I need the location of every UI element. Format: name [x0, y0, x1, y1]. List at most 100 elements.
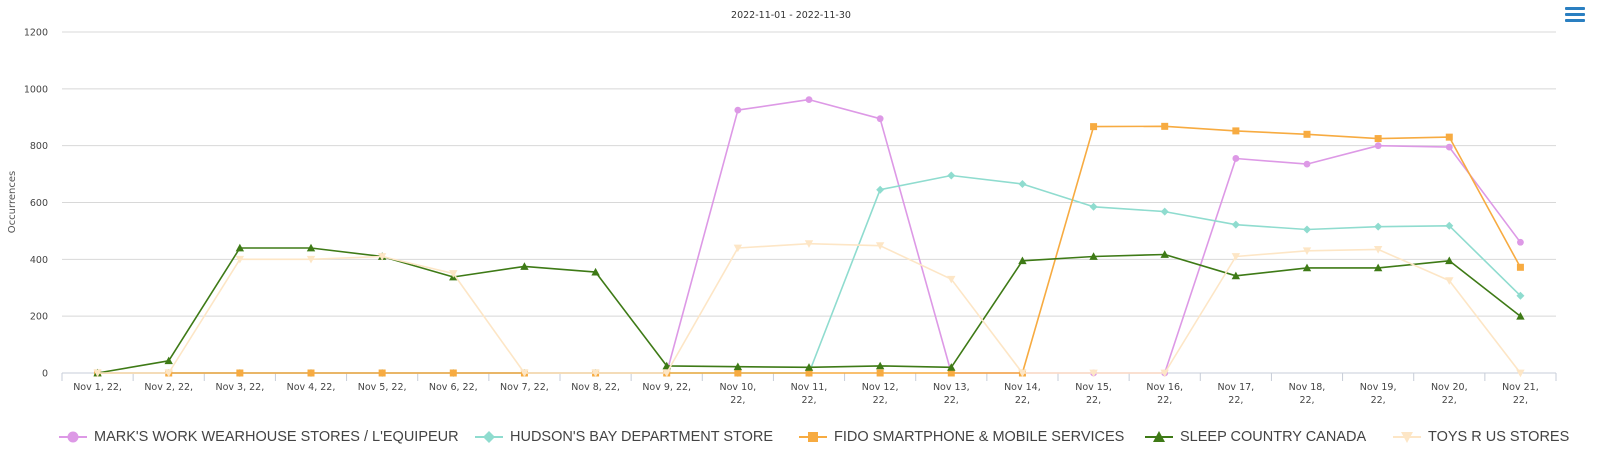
legend-symbol-icon	[1145, 431, 1173, 442]
data-point[interactable]	[1445, 133, 1453, 141]
legend-marker	[67, 431, 79, 443]
data-point[interactable]	[1160, 207, 1169, 216]
x-tick-label-line: 22,	[1371, 395, 1386, 406]
data-point[interactable]	[164, 369, 173, 378]
data-point[interactable]	[1302, 263, 1312, 272]
data-point[interactable]	[306, 255, 316, 264]
x-tick-label-line: Nov 13,	[933, 382, 970, 393]
data-point[interactable]	[1373, 263, 1383, 272]
data-point[interactable]	[947, 363, 956, 371]
x-tick-label-line: 22,	[1086, 395, 1101, 406]
legend-item[interactable]: TOYS R US STORES	[1392, 424, 1569, 450]
legend-item[interactable]: HUDSON'S BAY DEPARTMENT STORE	[474, 424, 773, 450]
y-tick-label: 400	[30, 255, 48, 266]
legend-item[interactable]: FIDO SMARTPHONE & MOBILE SERVICES	[798, 424, 1124, 450]
x-tick-label: Nov 11, 22,	[791, 382, 828, 406]
data-point[interactable]	[805, 369, 813, 377]
data-point[interactable]	[306, 243, 316, 252]
x-tick-label-line: 22,	[730, 395, 745, 406]
data-point[interactable]	[164, 356, 173, 365]
data-point[interactable]	[1232, 127, 1240, 135]
data-point[interactable]	[875, 242, 885, 250]
data-point[interactable]	[235, 243, 245, 252]
x-tick-label: Nov 2, 22,	[144, 382, 193, 393]
data-point[interactable]	[449, 369, 457, 377]
x-tick-label-line: 22,	[1228, 395, 1243, 406]
y-tick-label: 0	[42, 369, 48, 380]
data-point[interactable]	[1231, 220, 1240, 229]
data-point[interactable]	[662, 361, 671, 370]
data-point[interactable]	[1445, 277, 1454, 285]
data-point[interactable]	[1160, 250, 1169, 258]
data-point[interactable]	[1089, 369, 1098, 378]
data-point[interactable]	[1516, 263, 1524, 271]
data-point[interactable]	[1302, 247, 1312, 256]
data-point[interactable]	[1516, 291, 1525, 300]
data-point[interactable]	[1231, 271, 1241, 280]
data-point[interactable]	[1090, 123, 1098, 131]
data-point[interactable]	[1516, 369, 1525, 378]
x-tick-label-line: Nov 12,	[862, 382, 899, 393]
data-point[interactable]	[662, 369, 671, 378]
data-point[interactable]	[520, 369, 529, 378]
x-tick-label: Nov 1, 22,	[73, 382, 122, 393]
data-point[interactable]	[1303, 130, 1311, 138]
data-point[interactable]	[734, 106, 742, 114]
x-tick-label-line: Nov 2, 22,	[144, 382, 193, 393]
data-point[interactable]	[1018, 369, 1027, 378]
data-point[interactable]	[235, 255, 245, 264]
y-tick-label: 800	[30, 141, 48, 152]
x-tick-label-line: Nov 7, 22,	[500, 382, 549, 393]
data-point[interactable]	[1516, 311, 1525, 320]
data-point[interactable]	[1517, 238, 1524, 246]
data-point[interactable]	[591, 267, 600, 276]
data-point[interactable]	[1018, 256, 1027, 265]
data-point[interactable]	[1445, 143, 1453, 151]
data-point[interactable]	[876, 115, 884, 123]
data-point[interactable]	[734, 369, 742, 377]
legend-item[interactable]: MARK'S WORK WEARHOUSE STORES / L'EQUIPEU…	[58, 424, 459, 450]
data-point[interactable]	[876, 185, 885, 194]
data-point[interactable]	[1445, 221, 1454, 230]
data-point[interactable]	[733, 362, 743, 371]
data-point[interactable]	[876, 369, 884, 377]
data-point[interactable]	[875, 361, 885, 370]
data-point[interactable]	[1089, 252, 1098, 260]
data-point[interactable]	[520, 262, 529, 270]
data-point[interactable]	[1231, 253, 1241, 261]
data-point[interactable]	[1089, 202, 1098, 211]
data-point[interactable]	[1374, 135, 1382, 143]
data-point[interactable]	[1373, 245, 1383, 254]
data-point[interactable]	[307, 369, 315, 377]
data-point[interactable]	[805, 96, 813, 104]
data-point[interactable]	[1160, 369, 1169, 378]
data-point[interactable]	[1232, 155, 1240, 162]
data-point[interactable]	[378, 369, 386, 377]
data-point[interactable]	[1018, 180, 1027, 189]
data-point[interactable]	[449, 270, 458, 278]
data-point[interactable]	[1445, 256, 1454, 265]
data-point[interactable]	[947, 369, 955, 377]
x-tick-label: Nov 16, 22,	[1146, 382, 1183, 406]
data-point[interactable]	[591, 369, 600, 378]
data-point[interactable]	[804, 240, 814, 248]
data-point[interactable]	[236, 369, 244, 377]
data-point[interactable]	[1303, 160, 1311, 168]
data-point[interactable]	[804, 363, 814, 371]
hamburger-menu-icon[interactable]	[1565, 7, 1585, 25]
x-tick-label: Nov 7, 22,	[500, 382, 549, 393]
x-tick-label-line: Nov 5, 22,	[358, 382, 407, 393]
data-point[interactable]	[1374, 222, 1383, 231]
data-point[interactable]	[733, 244, 743, 253]
x-tick-label: Nov 17, 22,	[1218, 382, 1255, 406]
x-tick-label-line: Nov 18,	[1289, 382, 1326, 393]
data-point[interactable]	[1374, 142, 1382, 150]
data-point[interactable]	[947, 171, 956, 180]
data-point[interactable]	[377, 253, 387, 261]
data-point[interactable]	[93, 369, 102, 378]
data-point[interactable]	[1161, 122, 1169, 130]
x-tick-label: Nov 8, 22,	[571, 382, 620, 393]
data-point[interactable]	[1303, 225, 1311, 234]
data-point[interactable]	[947, 275, 956, 284]
legend-item[interactable]: SLEEP COUNTRY CANADA	[1144, 424, 1366, 450]
